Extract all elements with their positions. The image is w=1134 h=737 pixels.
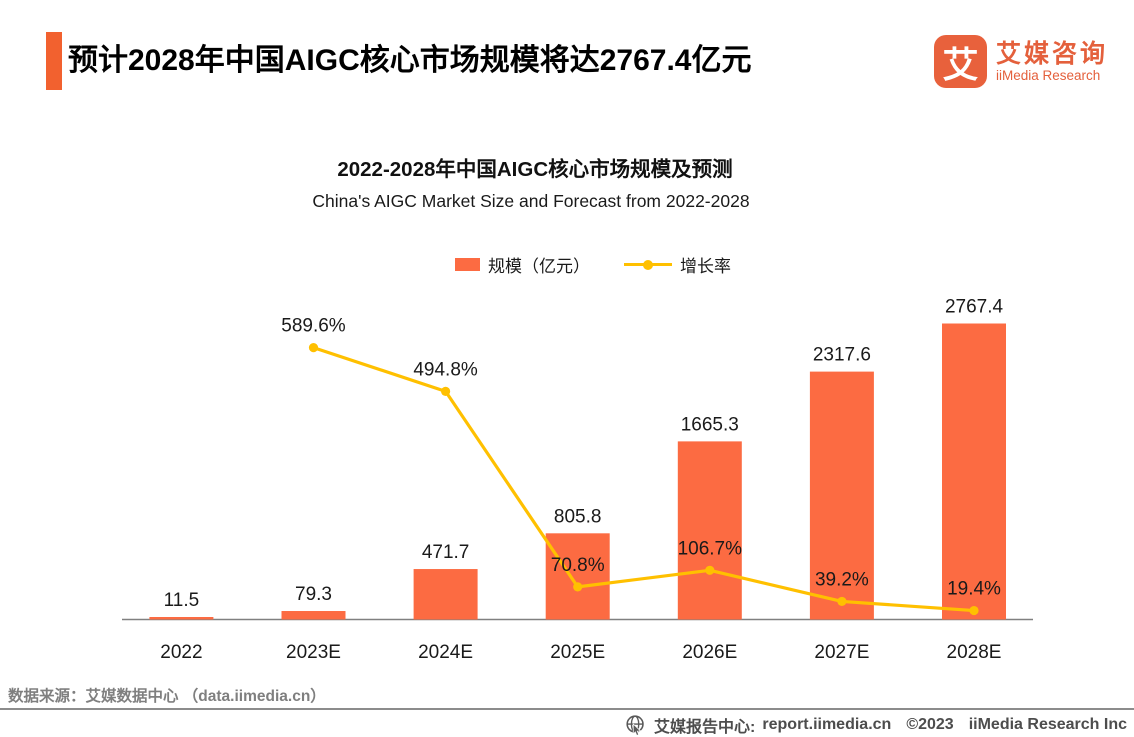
bar-value-label: 2767.4: [945, 297, 1004, 318]
x-axis-label: 2028E: [947, 642, 1002, 663]
bar: [942, 323, 1006, 620]
data-source-note: 数据来源：艾媒数据中心 （data.iimedia.cn）: [8, 688, 326, 705]
growth-label: 19.4%: [947, 579, 1001, 600]
growth-label: 70.8%: [551, 555, 605, 576]
x-axis-label: 2024E: [418, 642, 473, 663]
bar-value-label: 1665.3: [681, 414, 739, 435]
globe-cursor-icon: [626, 714, 644, 736]
logo-name-cn: 艾媒咨询: [996, 40, 1109, 68]
growth-label: 106.7%: [678, 538, 743, 559]
bar-line-chart: 11.5 2022 79.3 2023E 471.7 2024E 805.8 2025E 166…: [122, 297, 1033, 663]
logo-text: 艾媒咨询 iiMedia Research: [996, 40, 1108, 83]
growth-line: [312, 346, 975, 613]
logo-name-en: iiMedia Research: [996, 68, 1101, 83]
x-axis-label: 2027E: [814, 642, 869, 663]
report-center-group: 艾媒报告中心: report.iimedia.cn: [625, 713, 891, 737]
company-name: iiMedia Research Inc: [968, 715, 1127, 733]
report-center-label: 艾媒报告中心:: [654, 718, 756, 736]
line-series-marker: [624, 259, 672, 270]
page-title: 预计2028年中国AIGC核心市场规模将达2767.4亿元: [68, 44, 752, 77]
bar: [809, 371, 874, 620]
copyright-text: ©2023: [906, 715, 954, 733]
legend-item-line: 增长率: [624, 252, 731, 277]
growth-point: [441, 386, 451, 396]
report-center-url: report.iimedia.cn: [762, 715, 892, 733]
chart-title: 2022-2028年中国AIGC核心市场规模及预测: [337, 158, 733, 181]
line-series-label: 增长率: [680, 257, 731, 276]
bar-value-label: 79.3: [295, 584, 332, 605]
x-axis-label: 2026E: [682, 642, 737, 663]
bar: [149, 617, 214, 620]
iimedia-logo-icon: 艾: [934, 35, 987, 88]
bar-series-label: 规模（亿元）: [488, 257, 590, 276]
legend-item-bars: 规模（亿元）: [455, 252, 590, 277]
bar-value-label: 11.5: [164, 590, 200, 611]
growth-point: [837, 596, 847, 607]
growth-point: [573, 582, 583, 592]
growth-point: [308, 343, 319, 353]
growth-point: [969, 605, 979, 616]
bar-value-label: 2317.6: [813, 345, 871, 366]
bar-value-label: 471.7: [422, 542, 470, 563]
bar: [413, 569, 478, 620]
bar-value-label: 805.8: [554, 506, 602, 527]
x-axis-label: 2023E: [286, 642, 341, 663]
chart-subtitle: China's AIGC Market Size and Forecast fr…: [312, 191, 750, 211]
header-accent-bar: [46, 32, 62, 90]
footer-bar: 艾媒报告中心: report.iimedia.cn ©2023 iiMedia …: [0, 712, 1134, 737]
growth-label: 589.6%: [281, 316, 346, 337]
bar: [677, 441, 742, 620]
growth-point: [705, 565, 715, 575]
bar-series-swatch: [455, 258, 480, 271]
bar: [281, 611, 346, 620]
chart-legend: 规模（亿元） 增长率: [26, 252, 1134, 277]
x-axis-label: 2022: [160, 642, 202, 663]
growth-label: 39.2%: [815, 569, 869, 590]
iimedia-logo: 艾 艾媒咨询 iiMedia Research: [934, 35, 1108, 88]
x-axis-label: 2025E: [550, 642, 605, 663]
line-series-dot: [643, 259, 653, 270]
bar: [545, 533, 610, 620]
footer-divider: [0, 708, 1134, 710]
growth-label: 494.8%: [413, 359, 478, 380]
